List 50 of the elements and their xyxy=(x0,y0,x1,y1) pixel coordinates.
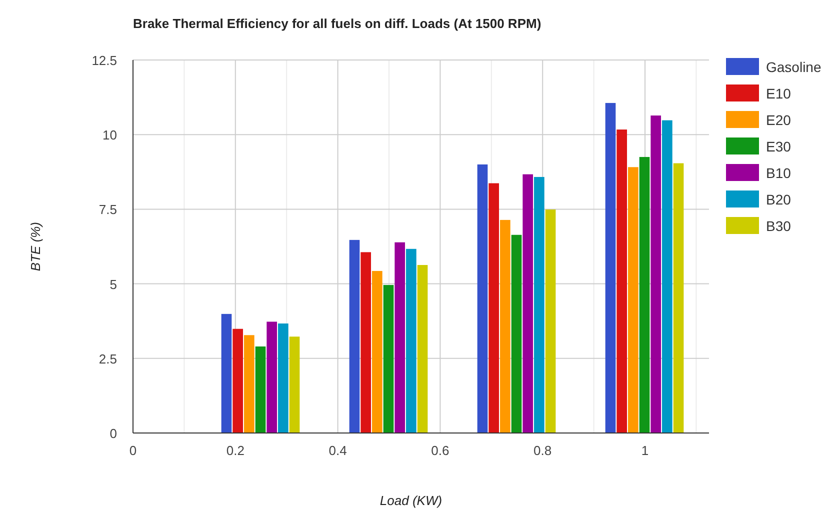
bar xyxy=(616,130,627,433)
bar xyxy=(278,323,288,433)
bar xyxy=(511,234,522,433)
legend-label: E30 xyxy=(766,138,792,154)
bar xyxy=(639,156,650,433)
bar xyxy=(650,116,662,433)
bar xyxy=(244,335,254,433)
y-tick-label: 7.5 xyxy=(98,202,117,218)
bar xyxy=(534,176,544,433)
legend-label: Gasoline xyxy=(766,59,822,75)
bar xyxy=(360,252,371,433)
y-tick-label: 2.5 xyxy=(98,351,117,366)
legend-label: B20 xyxy=(766,192,792,208)
bar xyxy=(406,248,416,433)
bar xyxy=(232,328,243,433)
bar xyxy=(221,314,232,433)
x-tick-label: 0.8 xyxy=(534,443,552,458)
bar xyxy=(349,240,360,433)
legend-label: E10 xyxy=(766,86,792,102)
x-tick-label: 0.2 xyxy=(226,443,244,458)
bar xyxy=(662,120,672,433)
bar xyxy=(394,242,406,433)
bar xyxy=(266,322,278,433)
bar xyxy=(477,164,488,433)
bar xyxy=(522,174,534,433)
y-tick-label: 5 xyxy=(110,276,117,292)
bar xyxy=(372,270,382,433)
bar xyxy=(255,346,266,433)
y-tick-label: 12.5 xyxy=(92,53,117,68)
x-tick-label: 0.4 xyxy=(328,443,347,458)
x-tick-label: 1 xyxy=(641,443,649,458)
bar xyxy=(417,265,428,433)
bar xyxy=(488,183,499,433)
bar xyxy=(628,167,638,433)
x-tick-label: 0.6 xyxy=(431,443,450,458)
y-tick-label: 0 xyxy=(110,426,117,441)
x-tick-label: 0 xyxy=(129,443,137,458)
y-axis-title: BTE (%) xyxy=(28,222,43,272)
x-axis-title: Load (KW) xyxy=(380,493,442,508)
chart-title: Brake Thermal Efficiency for all fuels on diff. Loads (At 1500 RPM) xyxy=(133,16,542,31)
bar xyxy=(289,336,300,433)
bar xyxy=(605,102,616,433)
bar xyxy=(383,284,394,433)
bar xyxy=(673,163,684,433)
legend-label: E20 xyxy=(766,112,792,128)
bar xyxy=(545,210,556,433)
legend-label: B10 xyxy=(766,165,792,181)
y-tick-label: 10 xyxy=(102,128,117,143)
legend-label: B30 xyxy=(766,218,792,234)
bar xyxy=(500,220,510,433)
